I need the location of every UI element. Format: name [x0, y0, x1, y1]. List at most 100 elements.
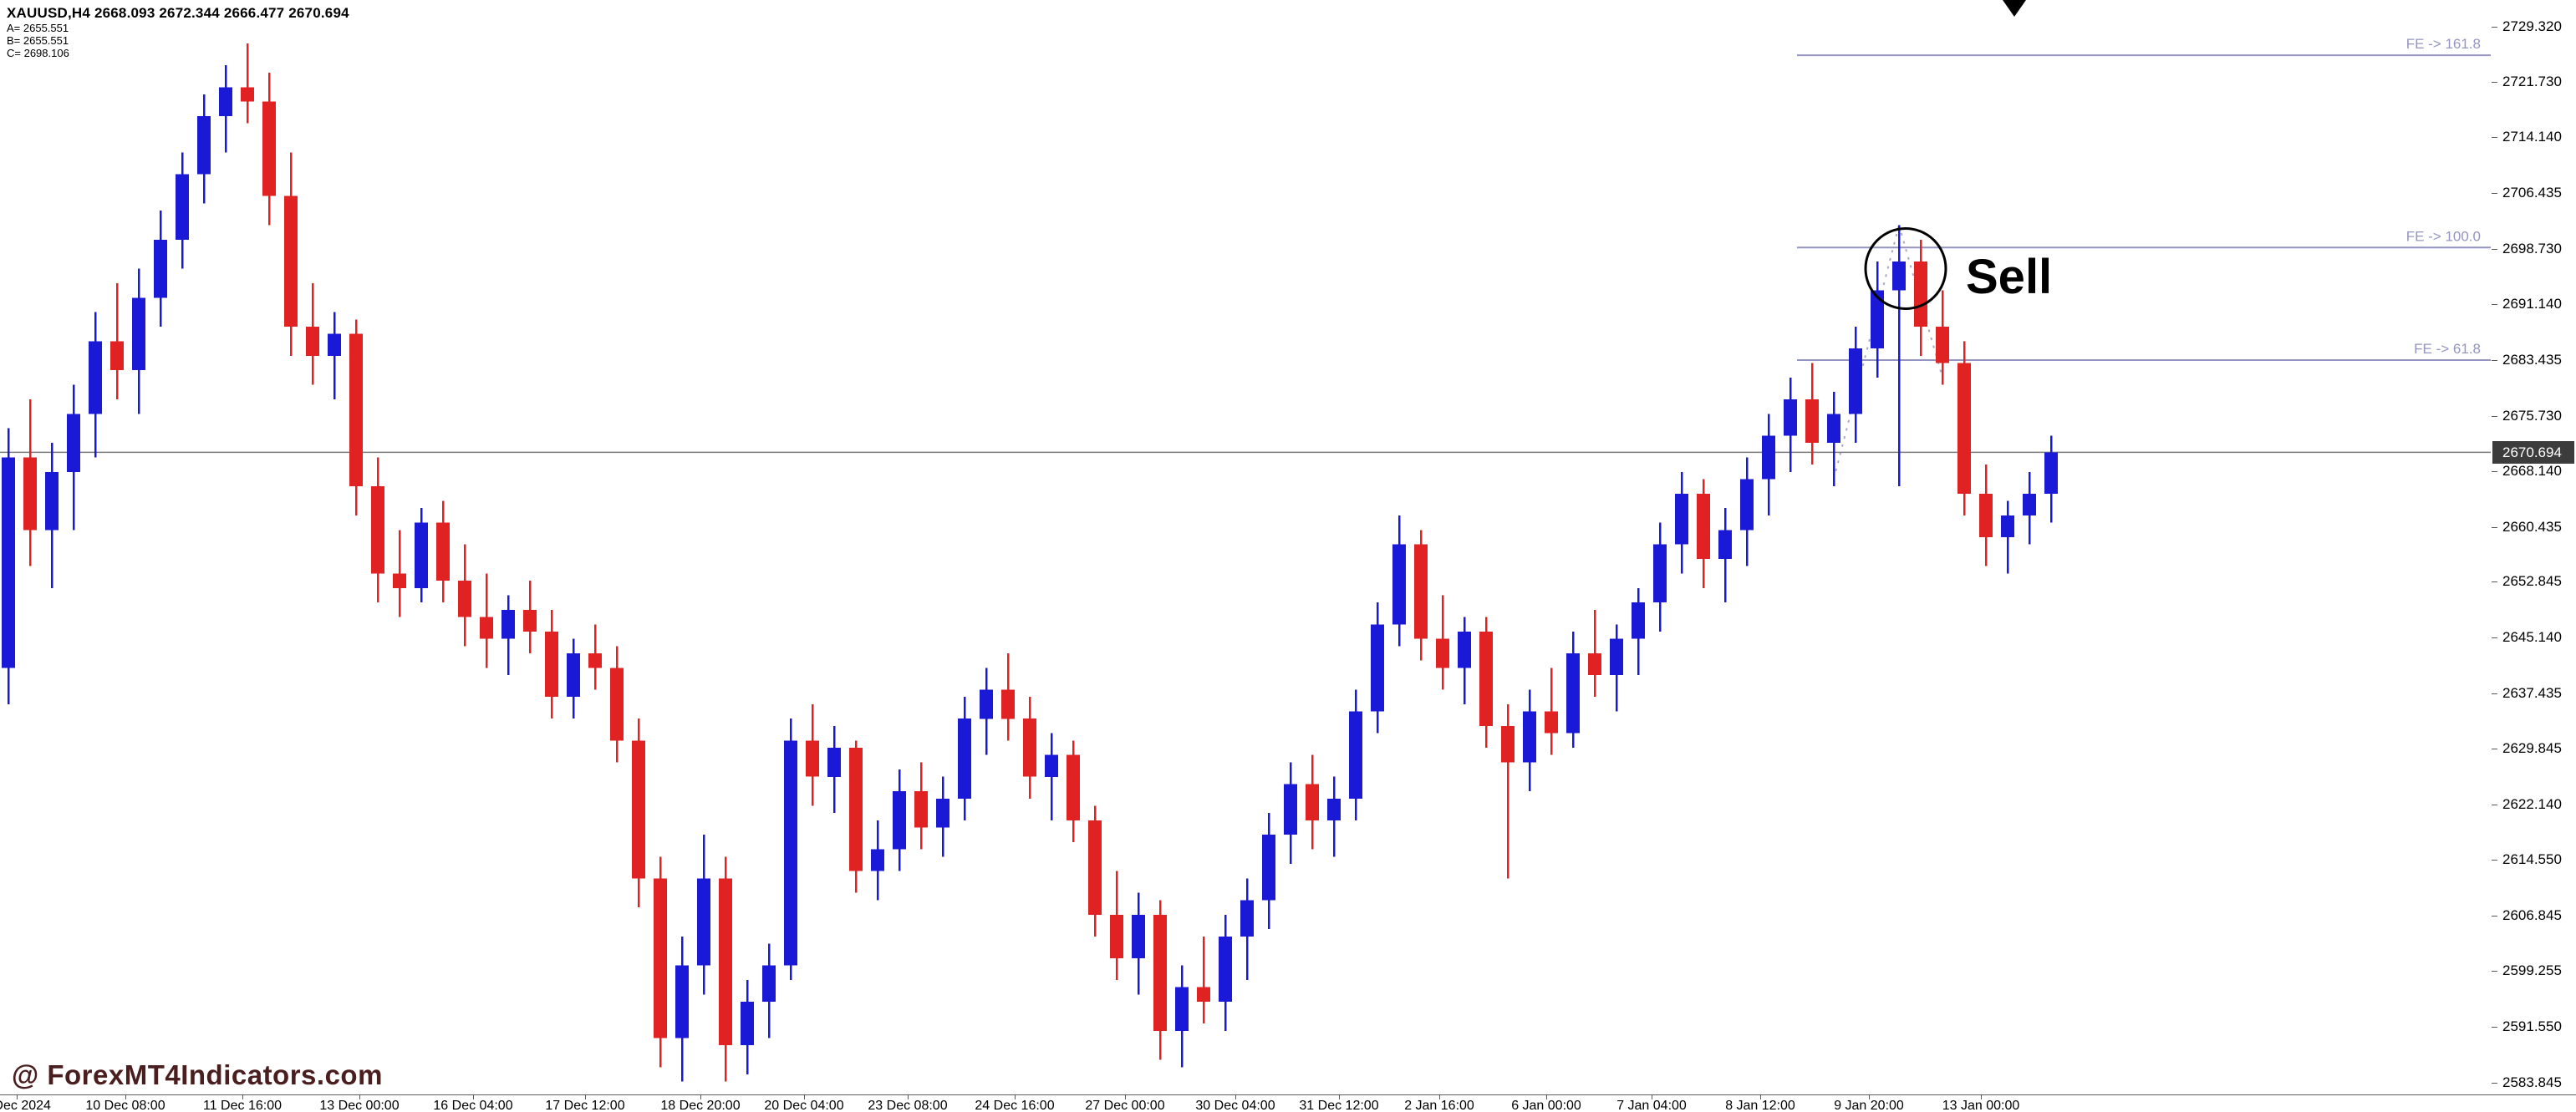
time-axis-label: 24 Dec 16:00: [975, 1099, 1055, 1112]
candle-body: [871, 849, 884, 871]
candle-body: [67, 414, 80, 472]
candle-body: [1306, 784, 1319, 820]
candle-body: [1067, 754, 1080, 820]
candle-body: [1849, 348, 1862, 414]
candle-body: [1957, 363, 1971, 494]
price-axis-tick: [2492, 1083, 2497, 1084]
price-axis-label: 2660.435: [2502, 518, 2562, 535]
candle-body: [588, 653, 602, 668]
candle-body: [697, 878, 710, 966]
time-axis-tick: [1125, 1095, 1126, 1099]
candle-body: [1827, 414, 1840, 444]
sell-annotation-text: Sell: [1966, 250, 2053, 304]
candle-body: [2023, 493, 2036, 515]
price-axis-tick: [2492, 27, 2497, 28]
current-price-badge: 2670.694: [2492, 441, 2574, 464]
candle-body: [45, 471, 59, 531]
fib-point-b-value: B= 2655.551: [7, 34, 69, 47]
candle-body: [545, 631, 558, 698]
price-axis-label: 2652.845: [2502, 573, 2562, 590]
fib-expansion-levels: FE -> 161.8 FE -> 100.0 FE -> 61.8: [1797, 36, 2491, 361]
price-axis-label: 2614.550: [2502, 851, 2562, 868]
candle-body: [1175, 987, 1189, 1031]
price-axis-tick: [2492, 193, 2497, 194]
watermark-text: @ ForexMT4Indicators.com: [12, 1059, 383, 1090]
candle-body: [1784, 399, 1797, 436]
candle-body: [1219, 936, 1232, 1003]
candle-body: [1610, 638, 1623, 675]
candle-body: [176, 174, 189, 240]
candle-body: [480, 617, 493, 639]
time-axis-label: 9 Dec 2024: [0, 1099, 51, 1112]
candle-body: [458, 581, 471, 617]
time-axis-label: 8 Jan 12:00: [1725, 1099, 1795, 1112]
price-axis-label: 2591.550: [2502, 1018, 2562, 1035]
candle-body: [632, 740, 645, 879]
candle-body: [784, 740, 797, 966]
time-axis-tick: [908, 1095, 909, 1099]
time-axis-tick: [359, 1095, 360, 1099]
candle-body: [1892, 261, 1906, 291]
time-axis-tick: [804, 1095, 805, 1099]
candle-body: [1566, 653, 1580, 734]
candle-body: [1458, 631, 1471, 668]
time-axis-tick: [1546, 1095, 1547, 1099]
candle-body: [1349, 711, 1362, 799]
candle-body: [762, 965, 776, 1002]
candle-body: [1436, 638, 1449, 668]
candle-body: [328, 333, 341, 356]
fib-point-c-value: C= 2698.106: [7, 47, 69, 59]
candle-body: [197, 116, 211, 175]
price-axis-tick: [2492, 249, 2497, 250]
candle-body: [415, 522, 428, 588]
candle-body: [2044, 452, 2058, 494]
time-axis-label: 17 Dec 12:00: [545, 1099, 625, 1112]
candle-body: [1545, 711, 1558, 734]
time-axis-label: 16 Dec 04:00: [433, 1099, 513, 1112]
time-axis-label: 31 Dec 12:00: [1299, 1099, 1379, 1112]
sell-circle-annotation: [1864, 227, 1947, 310]
candle-body: [241, 87, 254, 102]
fib-point-a-value: A= 2655.551: [7, 22, 69, 34]
candle-body: [893, 791, 906, 850]
price-axis-tick: [2492, 304, 2497, 305]
price-axis-label: 2637.435: [2502, 685, 2562, 702]
candle-body: [806, 740, 819, 777]
price-axis-tick: [2492, 637, 2497, 638]
price-axis-label: 2729.320: [2502, 18, 2562, 34]
time-axis-label: 13 Dec 00:00: [319, 1099, 400, 1112]
time-axis-tick: [700, 1095, 701, 1099]
candle-body: [741, 1002, 754, 1046]
time-axis-tick: [1981, 1095, 1982, 1099]
candle-body: [936, 798, 949, 828]
price-axis-label: 2691.140: [2502, 295, 2562, 312]
price-axis-label: 2629.845: [2502, 740, 2562, 757]
time-axis-label: 13 Jan 00:00: [1942, 1099, 2020, 1112]
chart-area[interactable]: FE -> 161.8 FE -> 100.0 FE -> 61.8 XAUUSD,…: [0, 0, 2491, 1094]
time-axis-tick: [17, 1095, 18, 1099]
time-axis[interactable]: 9 Dec 2024 10 Dec 08:00 11 Dec 16:00 13 Dec…: [0, 1094, 2576, 1112]
time-axis-tick: [125, 1095, 126, 1099]
price-axis-tick: [2492, 693, 2497, 694]
candle-body: [1284, 784, 1297, 835]
time-axis-label: 9 Jan 20:00: [1834, 1099, 1904, 1112]
time-axis-tick: [585, 1095, 586, 1099]
price-axis-label: 2599.255: [2502, 962, 2562, 979]
candle-body: [436, 522, 450, 581]
time-axis-label: 20 Dec 04:00: [764, 1099, 844, 1112]
price-axis-label: 2714.140: [2502, 128, 2562, 145]
candle-body: [914, 791, 928, 828]
candle-body: [1762, 435, 1775, 480]
candle-body: [1371, 624, 1384, 712]
candle-body: [1718, 530, 1732, 560]
candle-body: [1936, 327, 1949, 363]
time-axis-tick: [1015, 1095, 1016, 1099]
fib-level-label: FE -> 100.0: [2406, 228, 2481, 244]
candle-body: [1501, 725, 1515, 763]
candle-body: [1153, 914, 1167, 1031]
candle-body: [719, 878, 732, 1046]
price-axis-tick: [2492, 916, 2497, 917]
price-axis[interactable]: 2670.694 2729.320 2721.730 2714.140 2706.43…: [2491, 0, 2576, 1094]
fib-level-label: FE -> 61.8: [2414, 341, 2481, 357]
candle-body: [219, 87, 232, 117]
